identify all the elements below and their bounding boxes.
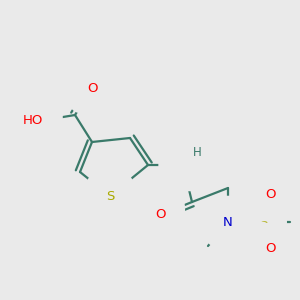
Text: H: H (193, 146, 201, 160)
Text: S: S (106, 190, 114, 202)
Text: O: O (265, 188, 275, 202)
Text: N: N (178, 158, 188, 172)
Text: S: S (259, 215, 267, 229)
Text: HO: HO (22, 113, 43, 127)
Text: O: O (265, 242, 275, 256)
Text: O: O (155, 208, 165, 221)
Text: O: O (87, 82, 97, 94)
Text: N: N (223, 215, 233, 229)
